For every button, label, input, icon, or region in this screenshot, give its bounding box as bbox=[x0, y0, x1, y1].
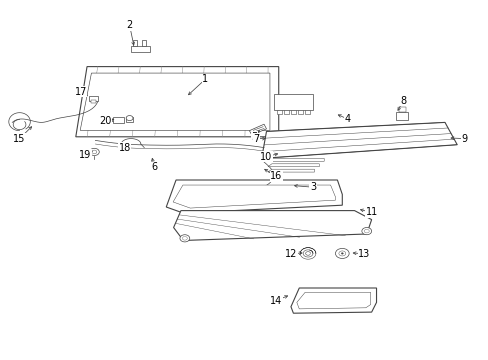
Circle shape bbox=[89, 148, 99, 156]
Bar bbox=[297, 110, 302, 114]
Polygon shape bbox=[76, 67, 278, 137]
Text: 7: 7 bbox=[253, 134, 259, 144]
Text: 4: 4 bbox=[344, 114, 349, 124]
Bar bbox=[284, 110, 288, 114]
Bar bbox=[142, 40, 145, 46]
Bar bbox=[304, 110, 309, 114]
Text: 2: 2 bbox=[126, 20, 132, 30]
Text: 8: 8 bbox=[400, 96, 406, 106]
Bar bbox=[133, 40, 137, 46]
Bar bbox=[398, 107, 405, 112]
Text: 10: 10 bbox=[260, 152, 272, 162]
Text: 6: 6 bbox=[151, 162, 157, 172]
Text: 3: 3 bbox=[309, 182, 315, 192]
Circle shape bbox=[126, 116, 133, 121]
Text: 15: 15 bbox=[13, 134, 26, 144]
Polygon shape bbox=[267, 164, 319, 167]
Polygon shape bbox=[273, 94, 312, 110]
Circle shape bbox=[182, 237, 187, 240]
Circle shape bbox=[341, 253, 343, 254]
Circle shape bbox=[364, 229, 368, 233]
Text: 19: 19 bbox=[79, 150, 92, 160]
Polygon shape bbox=[296, 292, 370, 309]
Polygon shape bbox=[267, 158, 324, 161]
Polygon shape bbox=[173, 185, 335, 208]
Text: 12: 12 bbox=[284, 249, 297, 259]
Text: 1: 1 bbox=[202, 74, 208, 84]
Polygon shape bbox=[290, 288, 376, 313]
Bar bbox=[126, 117, 133, 122]
Bar bbox=[277, 110, 282, 114]
Bar bbox=[395, 112, 407, 120]
Bar bbox=[113, 117, 124, 123]
Text: 9: 9 bbox=[461, 134, 467, 144]
Text: 18: 18 bbox=[118, 143, 131, 153]
Polygon shape bbox=[80, 73, 269, 130]
Polygon shape bbox=[267, 169, 314, 172]
Bar bbox=[89, 96, 98, 101]
Bar bbox=[131, 46, 149, 52]
Polygon shape bbox=[249, 124, 266, 135]
Text: 20: 20 bbox=[99, 116, 111, 126]
Circle shape bbox=[92, 150, 97, 154]
Text: 11: 11 bbox=[365, 207, 377, 217]
Bar bbox=[91, 100, 96, 103]
Circle shape bbox=[338, 251, 345, 256]
Text: 5: 5 bbox=[251, 132, 257, 142]
Polygon shape bbox=[261, 122, 456, 158]
Text: 16: 16 bbox=[269, 171, 282, 181]
Circle shape bbox=[180, 235, 189, 242]
Polygon shape bbox=[166, 180, 342, 213]
Text: 13: 13 bbox=[357, 249, 370, 259]
Circle shape bbox=[335, 248, 348, 258]
Circle shape bbox=[361, 228, 371, 235]
Text: 17: 17 bbox=[74, 87, 87, 97]
Text: 14: 14 bbox=[269, 296, 282, 306]
Bar bbox=[290, 110, 295, 114]
Polygon shape bbox=[173, 211, 371, 240]
